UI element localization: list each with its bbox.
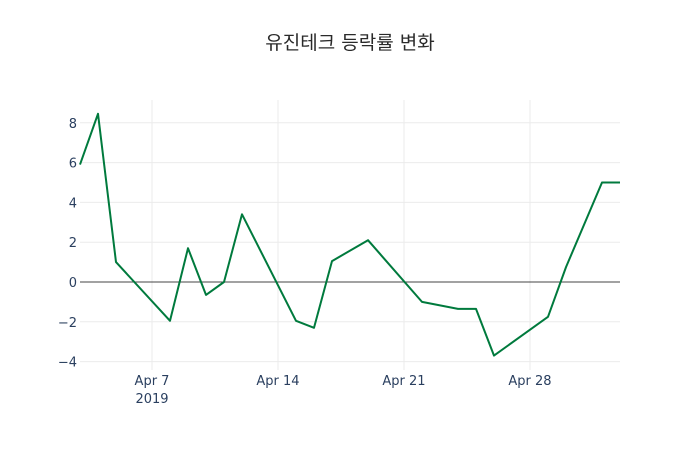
y-tick-label: −2: [58, 316, 77, 331]
x-tick-label: Apr 14: [256, 374, 299, 389]
y-tick-label: 2: [69, 236, 77, 251]
data-series: [79, 112, 620, 357]
x-axis: Apr 7 2019 Apr 14 Apr 21 Apr 28: [135, 374, 552, 407]
y-tick-label: 4: [69, 196, 77, 211]
x-tick-label: Apr 28: [508, 374, 551, 389]
y-tick-label: 0: [69, 276, 77, 291]
y-tick-label: 8: [69, 117, 77, 132]
y-axis: −4 −2 0 2 4 6 8: [58, 117, 77, 371]
y-tick-label: 6: [69, 157, 77, 172]
x-tick-label: Apr 7: [135, 374, 170, 389]
series-line: [79, 112, 620, 357]
x-tick-year-label: 2019: [135, 392, 168, 407]
x-tick-label: Apr 21: [382, 374, 425, 389]
y-tick-label: −4: [58, 356, 77, 371]
gridlines: [80, 100, 620, 370]
chart-title: 유진테크 등락률 변화: [265, 32, 435, 54]
